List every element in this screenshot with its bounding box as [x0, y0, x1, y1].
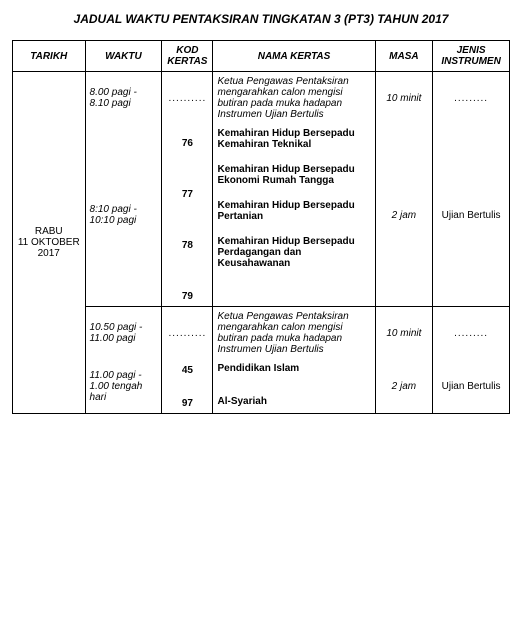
row-session-4: 11.00 pagi - 1.00 tengah hari 45 97 Pend…	[13, 359, 510, 414]
date-cell: RABU 11 OKTOBER 2017	[13, 72, 86, 414]
kod-76: 76	[166, 138, 208, 149]
s2-time: 8:10 pagi - 10:10 pagi	[85, 124, 162, 307]
date-year: 2017	[38, 248, 60, 259]
header-row: TARIKH WAKTU KOD KERTAS NAMA KERTAS MASA…	[13, 41, 510, 72]
name-79b: Perdagangan dan Keusahawanan	[217, 247, 370, 269]
th-kod: KOD KERTAS	[162, 41, 213, 72]
name-78b: Pertanian	[217, 211, 370, 222]
s3-instruction: Ketua Pengawas Pentaksiran mengarahkan c…	[213, 307, 375, 360]
kod-45: 45	[166, 365, 208, 376]
name-79a: Kemahiran Hidup Bersepadu	[217, 236, 370, 247]
kod-78: 78	[166, 240, 208, 251]
s3-jenis: .........	[433, 307, 510, 360]
s2-nama-col: Kemahiran Hidup Bersepadu Kemahiran Tekn…	[213, 124, 375, 307]
s2-kod-col: 76 77 78 79	[162, 124, 213, 307]
s1-jenis: .........	[433, 72, 510, 125]
date-line2: 11 OKTOBER	[18, 237, 80, 248]
s3-masa: 10 minit	[375, 307, 433, 360]
s2-jenis: Ujian Bertulis	[433, 124, 510, 307]
kod-77: 77	[166, 189, 208, 200]
s1-instruction: Ketua Pengawas Pentaksiran mengarahkan c…	[213, 72, 375, 125]
row-session-3: 10.50 pagi - 11.00 pagi .......... Ketua…	[13, 307, 510, 360]
name-76a: Kemahiran Hidup Bersepadu	[217, 128, 370, 139]
name-76b: Kemahiran Teknikal	[217, 139, 370, 150]
s4-masa: 2 jam	[375, 359, 433, 414]
kod-97: 97	[166, 398, 208, 409]
s1-kod: ..........	[162, 72, 213, 125]
page-title: JADUAL WAKTU PENTAKSIRAN TINGKATAN 3 (PT…	[12, 12, 510, 26]
name-77a: Kemahiran Hidup Bersepadu	[217, 164, 370, 175]
s4-nama-col: Pendidikan Islam Al-Syariah	[213, 359, 375, 414]
row-session-1: RABU 11 OKTOBER 2017 8.00 pagi - 8.10 pa…	[13, 72, 510, 125]
s4-kod-col: 45 97	[162, 359, 213, 414]
th-jenis: JENIS INSTRUMEN	[433, 41, 510, 72]
name-78a: Kemahiran Hidup Bersepadu	[217, 200, 370, 211]
row-session-2: 8:10 pagi - 10:10 pagi 76 77 78 79 Kemah…	[13, 124, 510, 307]
s1-masa: 10 minit	[375, 72, 433, 125]
th-masa: MASA	[375, 41, 433, 72]
th-tarikh: TARIKH	[13, 41, 86, 72]
th-waktu: WAKTU	[85, 41, 162, 72]
s4-time: 11.00 pagi - 1.00 tengah hari	[85, 359, 162, 414]
s1-time: 8.00 pagi - 8.10 pagi	[85, 72, 162, 125]
name-97: Al-Syariah	[217, 396, 370, 407]
s2-masa: 2 jam	[375, 124, 433, 307]
date-day: RABU	[35, 226, 63, 237]
name-77b: Ekonomi Rumah Tangga	[217, 175, 370, 186]
kod-79: 79	[166, 291, 208, 302]
s3-kod: ..........	[162, 307, 213, 360]
s3-time: 10.50 pagi - 11.00 pagi	[85, 307, 162, 360]
th-nama: NAMA KERTAS	[213, 41, 375, 72]
s4-jenis: Ujian Bertulis	[433, 359, 510, 414]
name-45: Pendidikan Islam	[217, 363, 370, 374]
timetable: TARIKH WAKTU KOD KERTAS NAMA KERTAS MASA…	[12, 40, 510, 414]
